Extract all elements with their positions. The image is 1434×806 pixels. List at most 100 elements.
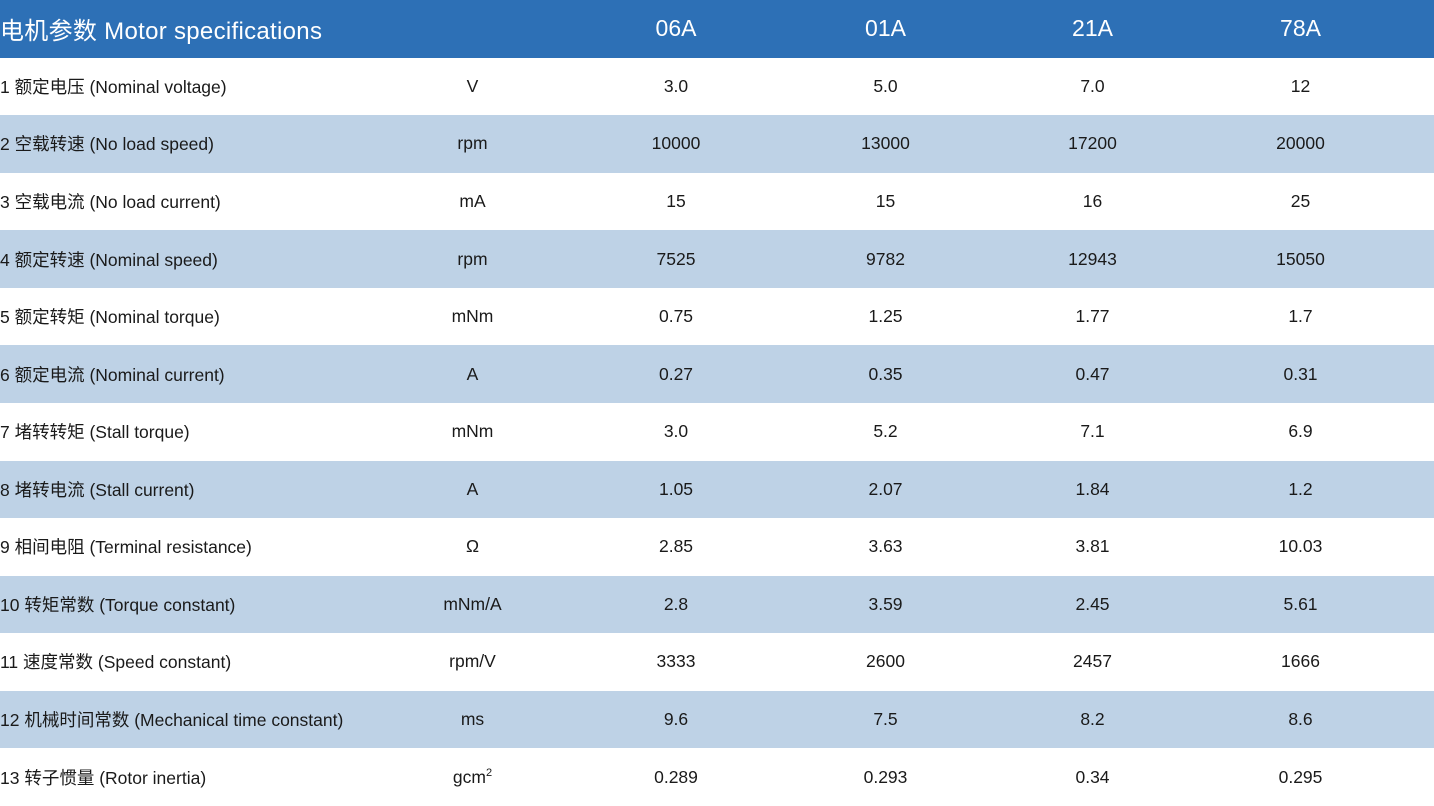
cell-value-3: 2.45: [989, 575, 1196, 634]
cell-value-2: 3.59: [782, 575, 989, 634]
table-row: 4 额定转速 (Nominal speed) rpm 7525 9782 129…: [0, 230, 1434, 288]
cell-value-1: 3.0: [663, 421, 689, 442]
cell-value-1: 0.27: [570, 345, 782, 403]
row-unit: mNm: [451, 421, 494, 442]
row-unit: rpm: [375, 230, 570, 288]
row-unit: A: [375, 460, 570, 519]
table-title: 电机参数 Motor specifications: [0, 0, 375, 58]
cell-value-3: 2457: [1073, 651, 1112, 672]
cell-value-4: 0.31: [1196, 345, 1405, 403]
table-row: 1 额定电压 (Nominal voltage) V 3.0 5.0 7.0 1…: [0, 58, 1434, 116]
row-unit: gcm2: [452, 766, 493, 787]
cell-value-4: 1.2: [1196, 460, 1405, 519]
table-row: 6 额定电流 (Nominal current) A 0.27 0.35 0.4…: [0, 345, 1434, 403]
row-spacer: [1405, 460, 1434, 519]
cell-value-2: 15: [875, 190, 896, 211]
row-spacer: [1405, 690, 1434, 749]
row-spacer: [1405, 115, 1434, 173]
table-body: 1 额定电压 (Nominal voltage) V 3.0 5.0 7.0 1…: [0, 58, 1434, 806]
row-unit: mNm/A: [375, 575, 570, 634]
column-header-06A: 06A: [570, 0, 782, 58]
cell-value-1: 0.289: [654, 766, 698, 787]
cell-value-2: 1.25: [868, 306, 903, 327]
row-spacer: [1405, 288, 1434, 346]
cell-value-4: 8.6: [1196, 690, 1405, 749]
row-label: 7 堵转转矩 (Stall torque): [0, 422, 190, 443]
cell-value-2: 5.0: [873, 75, 898, 96]
row-unit: Ω: [465, 536, 480, 557]
table-row: 3 空载电流 (No load current) mA 15 15 16 25: [0, 173, 1434, 231]
row-unit: ms: [375, 690, 570, 749]
table-row: 13 转子惯量 (Rotor inertia) gcm2 0.289 0.293…: [0, 748, 1434, 806]
cell-value-3: 8.2: [989, 690, 1196, 749]
cell-value-4: 25: [1290, 190, 1311, 211]
cell-value-1: 2.85: [658, 536, 694, 557]
cell-value-3: 1.77: [1075, 306, 1110, 327]
column-header-78A: 78A: [1196, 0, 1405, 58]
cell-value-1: 0.75: [658, 306, 694, 327]
cell-value-2: 9782: [782, 230, 989, 288]
cell-value-3: 7.1: [1080, 421, 1105, 442]
cell-value-4: 6.9: [1288, 421, 1313, 442]
row-unit: mNm: [451, 306, 494, 327]
row-unit: rpm/V: [449, 651, 496, 672]
row-unit: A: [375, 345, 570, 403]
cell-value-2: 0.35: [782, 345, 989, 403]
row-unit: rpm: [375, 115, 570, 173]
table-row: 5 额定转矩 (Nominal torque) mNm 0.75 1.25 1.…: [0, 288, 1434, 346]
cell-value-3: 1.84: [989, 460, 1196, 519]
row-label: 3 空载电流 (No load current): [0, 191, 221, 212]
cell-value-4: 20000: [1196, 115, 1405, 173]
cell-value-3: 17200: [989, 115, 1196, 173]
cell-value-4: 5.61: [1196, 575, 1405, 634]
table-row: 7 堵转转矩 (Stall torque) mNm 3.0 5.2 7.1 6.…: [0, 403, 1434, 461]
row-unit: mA: [459, 190, 486, 211]
cell-value-2: 5.2: [873, 421, 898, 442]
row-label: 5 额定转矩 (Nominal torque): [0, 307, 220, 328]
header-spacer: [1405, 0, 1434, 58]
row-label: 11 速度常数 (Speed constant): [0, 652, 232, 673]
row-spacer: [1405, 345, 1434, 403]
row-spacer: [1405, 633, 1434, 691]
cell-value-2: 0.293: [863, 766, 908, 787]
cell-value-3: 12943: [989, 230, 1196, 288]
cell-value-1: 7525: [570, 230, 782, 288]
cell-value-2: 13000: [782, 115, 989, 173]
row-label: 8 堵转电流 (Stall current): [0, 460, 375, 519]
cell-value-4: 15050: [1196, 230, 1405, 288]
cell-value-3: 3.81: [1075, 536, 1110, 557]
row-spacer: [1405, 173, 1434, 231]
row-spacer: [1405, 58, 1434, 116]
table-row: 12 机械时间常数 (Mechanical time constant) ms …: [0, 690, 1434, 749]
row-spacer: [1405, 575, 1434, 634]
row-spacer: [1405, 748, 1434, 806]
row-label: 10 转矩常数 (Torque constant): [0, 575, 375, 634]
cell-value-4: 10.03: [1278, 536, 1323, 557]
row-spacer: [1405, 230, 1434, 288]
row-label: 1 额定电压 (Nominal voltage): [0, 76, 227, 97]
unit-column-header: [375, 0, 570, 58]
table-row: 2 空载转速 (No load speed) rpm 10000 13000 1…: [0, 115, 1434, 173]
row-label: 12 机械时间常数 (Mechanical time constant): [0, 690, 375, 749]
cell-value-4: 0.295: [1278, 766, 1323, 787]
unit-superscript: 2: [485, 766, 493, 779]
row-spacer: [1405, 518, 1434, 576]
cell-value-4: 1666: [1281, 651, 1320, 672]
cell-value-4: 1.7: [1288, 306, 1313, 327]
cell-value-1: 3333: [656, 651, 696, 672]
row-label: 13 转子惯量 (Rotor inertia): [0, 767, 207, 788]
cell-value-2: 2600: [866, 651, 905, 672]
column-header-21A: 21A: [989, 0, 1196, 58]
cell-value-2: 2.07: [782, 460, 989, 519]
row-spacer: [1405, 403, 1434, 461]
table-row: 10 转矩常数 (Torque constant) mNm/A 2.8 3.59…: [0, 575, 1434, 634]
table-row: 8 堵转电流 (Stall current) A 1.05 2.07 1.84 …: [0, 460, 1434, 519]
header-row: 电机参数 Motor specifications 06A 01A 21A 78…: [0, 0, 1434, 58]
row-label: 6 额定电流 (Nominal current): [0, 345, 375, 403]
table-row: 9 相间电阻 (Terminal resistance) Ω 2.85 3.63…: [0, 518, 1434, 576]
cell-value-1: 9.6: [570, 690, 782, 749]
row-unit: V: [466, 75, 479, 96]
row-label: 4 额定转速 (Nominal speed): [0, 230, 375, 288]
